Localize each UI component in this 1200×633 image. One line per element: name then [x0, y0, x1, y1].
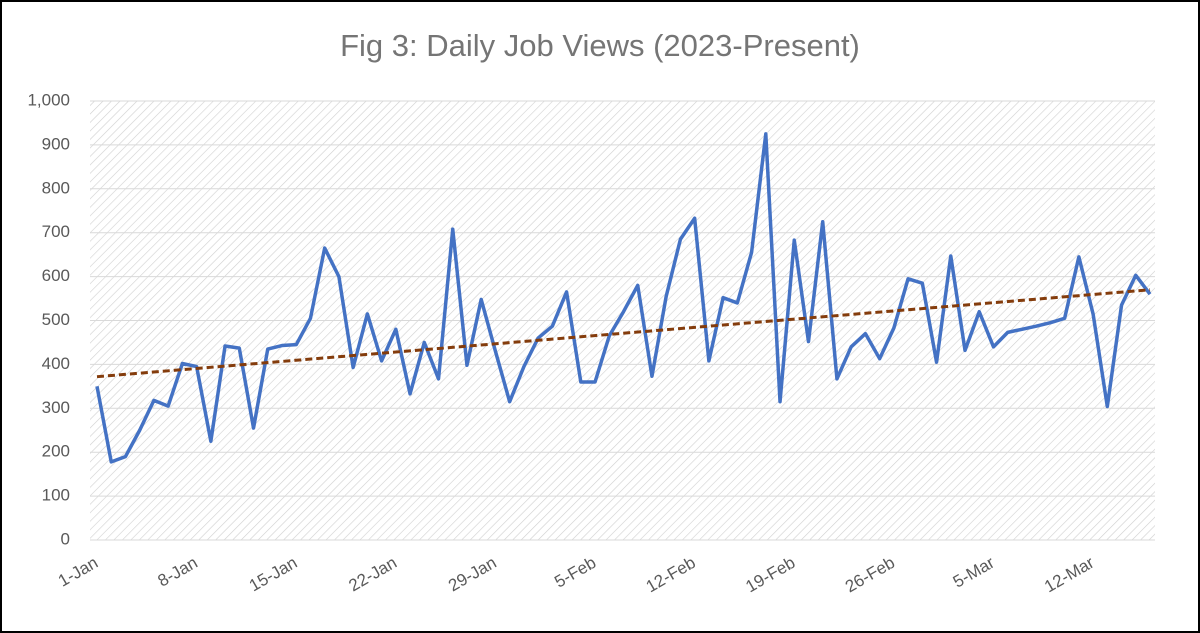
chart-title: Fig 3: Daily Job Views (2023-Present) — [340, 28, 860, 63]
y-tick-label: 400 — [42, 354, 70, 373]
data-line — [95, 132, 1152, 464]
y-tick-label: 900 — [42, 134, 70, 153]
y-tick-label: 1,000 — [27, 90, 70, 109]
y-tick-label: 200 — [42, 442, 70, 461]
y-tick-label: 300 — [42, 398, 70, 417]
trendline — [96, 288, 1151, 379]
y-tick-label: 0 — [61, 529, 70, 548]
y-tick-label: 600 — [42, 266, 70, 285]
y-tick-label: 100 — [42, 486, 70, 505]
y-tick-label: 800 — [42, 178, 70, 197]
y-tick-label: 700 — [42, 222, 70, 241]
y-tick-label: 500 — [42, 310, 70, 329]
